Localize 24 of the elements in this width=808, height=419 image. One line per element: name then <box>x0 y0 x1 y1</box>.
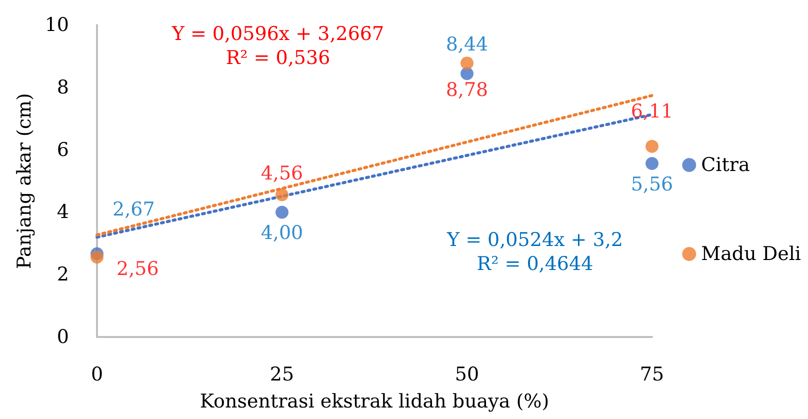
data-label: 8,44 <box>446 34 488 56</box>
x-tick-label: 50 <box>454 364 480 386</box>
legend-label: Madu Deli <box>701 243 802 265</box>
annotation: Y = 0,0596x + 3,2667 R² = 0,536 <box>170 23 384 69</box>
x-tick-label: 25 <box>270 364 294 386</box>
legend-label: Citra <box>701 154 750 176</box>
data-label: 6,11 <box>630 100 674 122</box>
y-tick-label: 2 <box>56 264 69 286</box>
x-tick-label: 75 <box>640 364 664 386</box>
y-tick-label: 6 <box>56 138 69 161</box>
data-label: 2,67 <box>112 198 155 221</box>
data-label: 4,56 <box>260 162 304 185</box>
y-tick-label: 0 <box>56 326 69 348</box>
y-axis-title: Panjang akar (cm) <box>13 93 36 269</box>
y-tick-label: 4 <box>56 201 69 224</box>
x-tick-label: 0 <box>90 364 104 386</box>
data-label: 5,56 <box>630 174 674 196</box>
annotation: Y = 0,0524x + 3,2 R² = 0,4644 <box>446 229 623 275</box>
data-label: 2,56 <box>116 258 159 280</box>
data-label: 8,78 <box>446 79 488 102</box>
y-tick-label: 10 <box>44 14 69 36</box>
data-label: 4,00 <box>260 222 304 244</box>
y-tick-label: 8 <box>56 76 69 98</box>
x-axis-title: Konsentrasi ekstrak lidah buaya (%) <box>200 390 550 412</box>
